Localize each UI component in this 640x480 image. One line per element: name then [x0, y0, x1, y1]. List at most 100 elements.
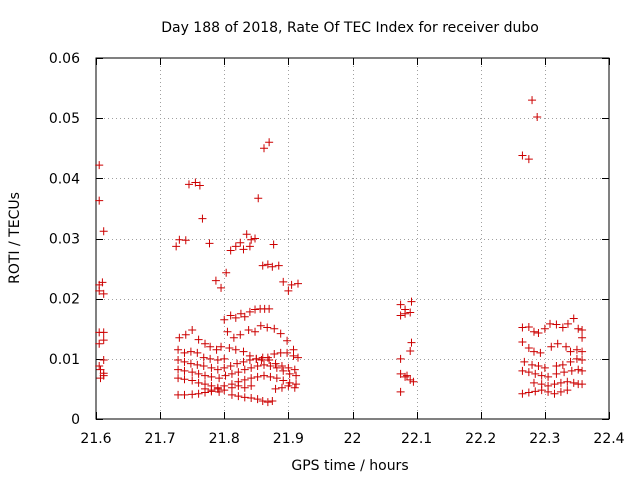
data-point	[98, 278, 107, 287]
data-point	[537, 386, 546, 395]
data-point	[270, 324, 279, 333]
x-tick-label: 22	[344, 431, 362, 447]
data-point	[184, 180, 193, 189]
data-point	[95, 286, 104, 295]
y-tick-label: 0.02	[49, 292, 80, 308]
data-point	[213, 365, 222, 374]
data-point	[251, 234, 260, 243]
data-point	[201, 371, 210, 380]
data-point	[194, 389, 203, 398]
data-point	[172, 242, 181, 251]
data-point	[553, 339, 562, 348]
data-point	[236, 238, 245, 247]
data-point	[240, 383, 249, 392]
data-point	[227, 369, 236, 378]
data-point	[234, 381, 243, 390]
data-point	[99, 289, 108, 298]
data-point	[227, 390, 236, 399]
data-point	[194, 369, 203, 378]
data-point	[569, 314, 578, 323]
data-point	[284, 381, 293, 390]
data-point	[558, 323, 567, 332]
data-point	[234, 368, 243, 377]
data-point	[279, 376, 288, 385]
data-point	[236, 330, 245, 339]
data-point	[265, 304, 274, 313]
data-point	[563, 319, 572, 328]
data-point	[266, 372, 275, 381]
data-point	[396, 354, 405, 363]
plot-frame	[95, 57, 610, 420]
data-point	[215, 374, 224, 383]
data-point	[550, 380, 559, 389]
data-point	[99, 371, 108, 380]
data-point	[260, 144, 269, 153]
data-point	[547, 342, 556, 351]
data-point	[96, 365, 105, 374]
data-point	[406, 308, 415, 317]
data-point	[240, 312, 249, 321]
data-point	[272, 374, 281, 383]
data-point	[251, 305, 260, 314]
x-tick-label: 21.7	[145, 431, 176, 447]
x-tick-label: 22.4	[593, 431, 624, 447]
data-point	[287, 280, 296, 289]
data-point	[231, 313, 240, 322]
data-point	[406, 375, 415, 384]
data-point	[252, 354, 261, 363]
data-point	[205, 239, 214, 248]
data-point	[537, 371, 546, 380]
data-point	[524, 368, 533, 377]
data-point	[220, 354, 229, 363]
data-point	[180, 357, 189, 366]
data-point	[258, 261, 267, 270]
data-point	[247, 374, 256, 383]
data-point	[245, 356, 254, 365]
data-point	[578, 380, 587, 389]
data-point	[567, 366, 576, 375]
data-point	[180, 390, 189, 399]
x-tick-label: 22.3	[529, 431, 560, 447]
data-point	[574, 365, 583, 374]
data-point	[174, 365, 183, 374]
data-point	[186, 359, 195, 368]
data-point	[99, 328, 108, 337]
data-point	[529, 347, 538, 356]
data-point	[265, 356, 274, 365]
data-point	[578, 366, 587, 375]
x-tick-label: 21.8	[209, 431, 240, 447]
data-point	[396, 300, 405, 309]
data-point	[529, 327, 538, 336]
data-point	[290, 365, 299, 374]
data-point	[174, 345, 183, 354]
data-point	[194, 335, 203, 344]
data-point	[253, 395, 262, 404]
data-point	[220, 315, 229, 324]
data-point	[396, 369, 405, 378]
data-point	[193, 348, 202, 357]
data-point	[566, 347, 575, 356]
data-point	[245, 242, 254, 251]
data-point	[540, 363, 549, 372]
data-point	[229, 333, 238, 342]
data-point	[263, 323, 272, 332]
data-point	[528, 96, 537, 105]
data-point	[256, 321, 265, 330]
data-point	[223, 327, 232, 336]
data-point	[175, 235, 184, 244]
x-tick-label: 21.6	[80, 431, 111, 447]
data-point	[265, 138, 274, 147]
data-point	[225, 344, 234, 353]
data-point	[220, 363, 229, 372]
data-point	[566, 357, 575, 366]
data-point	[217, 283, 226, 292]
data-point	[529, 378, 538, 387]
data-point	[99, 356, 108, 365]
data-point	[95, 161, 104, 170]
data-point	[524, 344, 533, 353]
data-point	[201, 339, 210, 348]
data-point	[247, 393, 256, 402]
chart-title: Day 188 of 2018, Rate Of TEC Index for r…	[161, 20, 539, 36]
data-point	[212, 345, 221, 354]
data-point	[403, 371, 412, 380]
